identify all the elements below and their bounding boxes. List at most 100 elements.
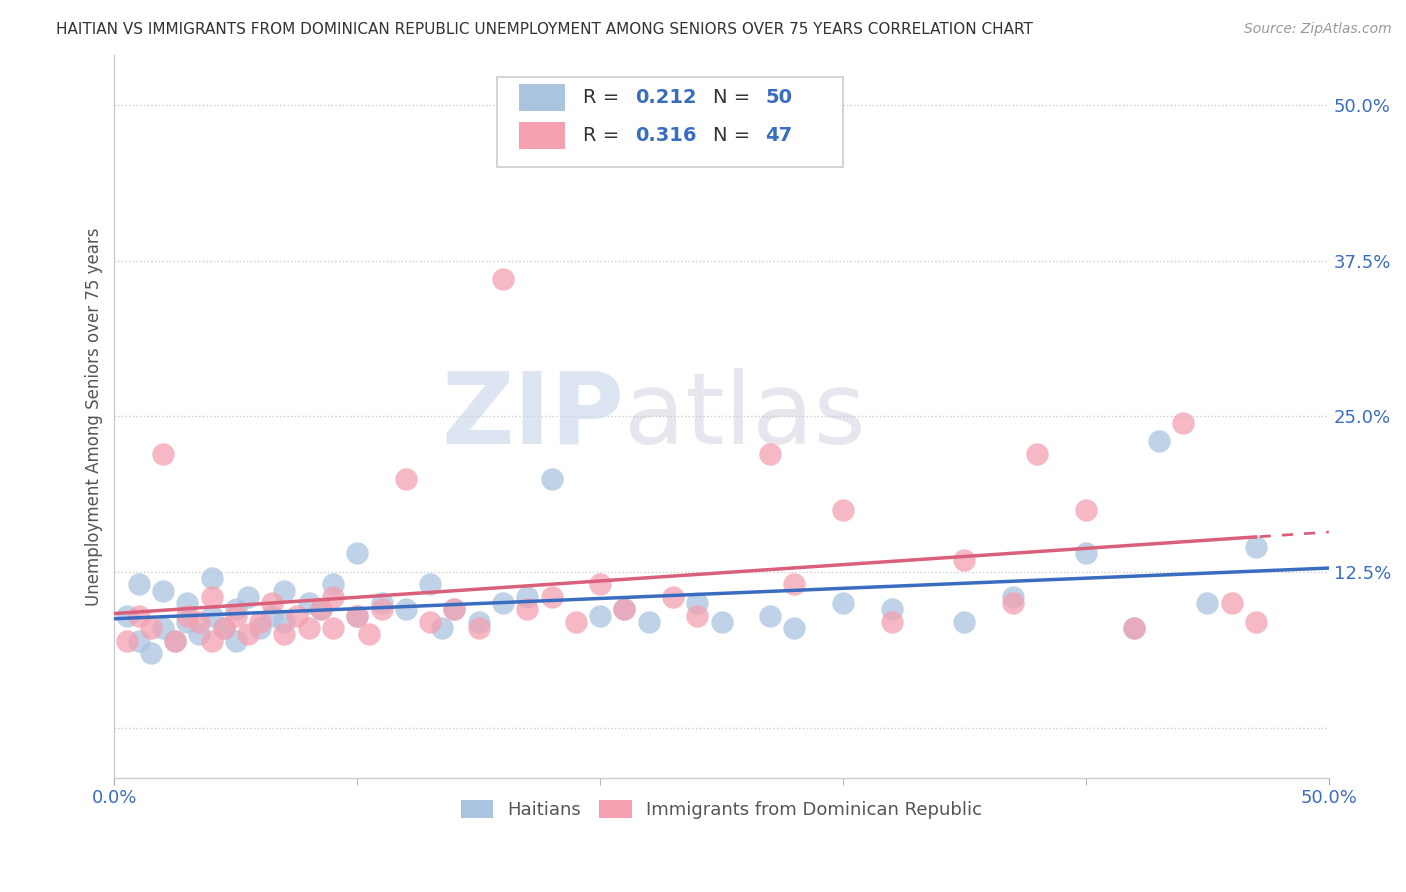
Point xyxy=(662,590,685,604)
Point xyxy=(346,608,368,623)
Text: 47: 47 xyxy=(765,126,793,145)
Point xyxy=(262,596,284,610)
Point xyxy=(225,633,247,648)
Text: 0.212: 0.212 xyxy=(636,88,697,107)
Point xyxy=(285,608,308,623)
Text: HAITIAN VS IMMIGRANTS FROM DOMINICAN REPUBLIC UNEMPLOYMENT AMONG SENIORS OVER 75: HAITIAN VS IMMIGRANTS FROM DOMINICAN REP… xyxy=(56,22,1033,37)
Point xyxy=(516,602,538,616)
Point xyxy=(262,608,284,623)
Point xyxy=(395,602,418,616)
Point xyxy=(443,602,465,616)
FancyBboxPatch shape xyxy=(496,77,844,167)
Point xyxy=(370,602,392,616)
Point xyxy=(273,627,295,641)
Point xyxy=(322,590,344,604)
Text: N =: N = xyxy=(713,126,756,145)
Point xyxy=(152,621,174,635)
Point xyxy=(613,602,636,616)
Point xyxy=(176,596,198,610)
Point xyxy=(298,621,321,635)
Point xyxy=(1244,540,1267,554)
Point xyxy=(188,615,211,629)
Point xyxy=(759,608,782,623)
Point xyxy=(188,627,211,641)
Point xyxy=(516,590,538,604)
Point xyxy=(346,546,368,560)
Text: ZIP: ZIP xyxy=(441,368,624,465)
Point xyxy=(225,608,247,623)
Text: Source: ZipAtlas.com: Source: ZipAtlas.com xyxy=(1244,22,1392,37)
Y-axis label: Unemployment Among Seniors over 75 years: Unemployment Among Seniors over 75 years xyxy=(86,227,103,606)
Point xyxy=(249,615,271,629)
Point xyxy=(346,608,368,623)
Point xyxy=(613,602,636,616)
Point xyxy=(225,602,247,616)
Point xyxy=(1074,546,1097,560)
Text: atlas: atlas xyxy=(624,368,866,465)
Point xyxy=(832,596,855,610)
Point xyxy=(1074,502,1097,516)
Point xyxy=(165,633,187,648)
Point xyxy=(1123,621,1146,635)
Point xyxy=(783,577,806,591)
Point xyxy=(152,447,174,461)
Point xyxy=(419,615,441,629)
Point xyxy=(236,590,259,604)
Point xyxy=(443,602,465,616)
Point xyxy=(249,621,271,635)
Point xyxy=(273,583,295,598)
Text: 50: 50 xyxy=(765,88,793,107)
Point xyxy=(200,608,222,623)
FancyBboxPatch shape xyxy=(519,84,565,112)
Point xyxy=(309,602,332,616)
Point xyxy=(832,502,855,516)
Point xyxy=(759,447,782,461)
Point xyxy=(128,577,150,591)
Point xyxy=(419,577,441,591)
Point xyxy=(783,621,806,635)
Point xyxy=(322,577,344,591)
Point xyxy=(370,596,392,610)
Point xyxy=(359,627,381,641)
Point xyxy=(236,627,259,641)
Point xyxy=(128,633,150,648)
Point xyxy=(710,615,733,629)
Point xyxy=(1002,596,1025,610)
Point xyxy=(139,621,162,635)
Point xyxy=(309,602,332,616)
FancyBboxPatch shape xyxy=(519,121,565,149)
Point xyxy=(953,615,976,629)
Point xyxy=(565,615,588,629)
Point xyxy=(176,615,198,629)
Point xyxy=(540,590,562,604)
Text: 0.316: 0.316 xyxy=(636,126,697,145)
Point xyxy=(686,596,709,610)
Point xyxy=(273,615,295,629)
Point xyxy=(637,615,659,629)
Point xyxy=(1147,434,1170,449)
Point xyxy=(212,621,235,635)
Point xyxy=(1244,615,1267,629)
Point xyxy=(589,608,612,623)
Point xyxy=(467,615,489,629)
Point xyxy=(212,621,235,635)
Point xyxy=(200,571,222,585)
Point xyxy=(589,577,612,591)
Point xyxy=(880,615,903,629)
Point xyxy=(200,590,222,604)
Point xyxy=(880,602,903,616)
Point xyxy=(1197,596,1219,610)
Point xyxy=(395,472,418,486)
Point xyxy=(165,633,187,648)
Point xyxy=(1026,447,1049,461)
Point xyxy=(139,646,162,660)
Point xyxy=(492,272,515,286)
Point xyxy=(1123,621,1146,635)
Point xyxy=(1002,590,1025,604)
Text: N =: N = xyxy=(713,88,756,107)
Point xyxy=(540,472,562,486)
Point xyxy=(200,633,222,648)
Point xyxy=(152,583,174,598)
Text: R =: R = xyxy=(583,88,626,107)
Point xyxy=(128,608,150,623)
